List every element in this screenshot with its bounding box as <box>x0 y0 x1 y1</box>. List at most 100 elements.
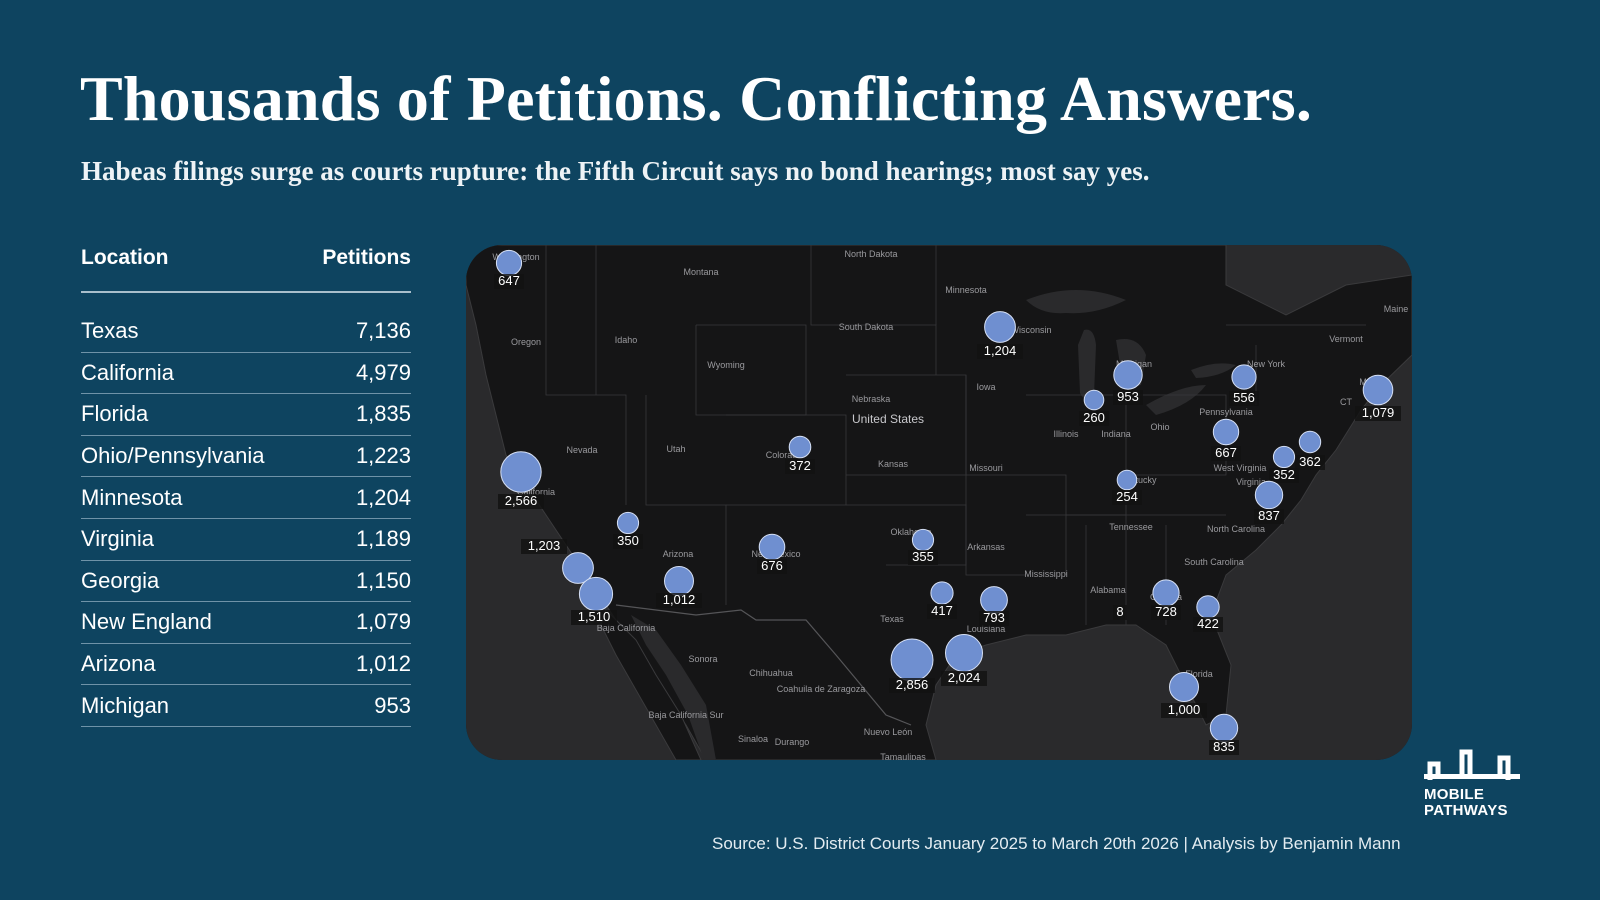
bubble-label: 254 <box>1116 489 1138 504</box>
petition-bubble[interactable] <box>788 435 812 459</box>
petition-bubble[interactable] <box>1196 595 1220 619</box>
place-label: West Virginia <box>1214 463 1267 473</box>
place-label: Maine <box>1384 304 1409 314</box>
bubble-label: 260 <box>1083 410 1105 425</box>
petition-bubble[interactable] <box>1254 480 1284 510</box>
row-petitions: 4,979 <box>355 359 411 385</box>
petition-bubble[interactable] <box>578 576 614 612</box>
lake-ontario <box>1191 363 1236 378</box>
table-row: New England 1,079 <box>81 602 411 644</box>
place-label: CT <box>1340 397 1352 407</box>
row-location: Ohio/Pennsylvania <box>81 443 265 469</box>
bubble-label: 355 <box>912 549 934 564</box>
petition-bubble[interactable] <box>616 511 640 535</box>
petition-bubble[interactable] <box>1152 579 1180 607</box>
bubble-label: 1,204 <box>984 343 1017 358</box>
bubble-label: 728 <box>1155 604 1177 619</box>
petition-bubble[interactable] <box>1116 469 1138 491</box>
petition-bubbles: 647 1,204 953 260 556 1,079 667 362 352 837 254 372… <box>494 249 1401 755</box>
place-label: Sinaloa <box>738 734 768 744</box>
place-label: Oklahoma <box>890 527 931 537</box>
bubble-label-bg <box>1112 490 1142 505</box>
bubble-label: 372 <box>789 458 811 473</box>
bubble-label: 676 <box>761 558 783 573</box>
bubble-label-bg <box>1193 617 1223 632</box>
table-row: Michigan 953 <box>81 685 411 727</box>
row-petitions: 1,150 <box>355 567 411 593</box>
row-location: Michigan <box>81 692 170 718</box>
place-label: Chihuahua <box>749 668 793 678</box>
place-label: Mississippi <box>1024 569 1068 579</box>
bubble-label-bg <box>1113 605 1127 620</box>
bubble-label-bg <box>1211 446 1241 461</box>
petition-bubble[interactable] <box>911 528 935 552</box>
bubble-label-bg <box>494 274 524 289</box>
place-label: South Dakota <box>839 322 894 332</box>
petition-bubble[interactable] <box>495 249 523 277</box>
petition-bubble[interactable] <box>1231 364 1257 390</box>
place-label: Sonora <box>688 654 717 664</box>
column-header-petitions: Petitions <box>322 246 411 269</box>
petition-bubble[interactable] <box>1169 672 1199 702</box>
place-label: Tennessee <box>1109 522 1153 532</box>
bubble-label: 422 <box>1197 616 1219 631</box>
bubble-label-bg <box>1161 703 1207 718</box>
place-label: Iowa <box>976 382 995 392</box>
petition-bubble[interactable] <box>500 451 542 493</box>
petition-bubble[interactable] <box>562 552 594 584</box>
row-location: Minnesota <box>81 484 183 510</box>
petition-bubble[interactable] <box>1083 389 1105 411</box>
place-label: California <box>517 487 555 497</box>
bubble-label-bg <box>1229 391 1259 406</box>
bubble-label-bg <box>1269 468 1299 483</box>
place-label: Pennsylvania <box>1199 407 1253 417</box>
bubble-label: 352 <box>1273 467 1295 482</box>
petition-bubble[interactable] <box>1209 713 1239 743</box>
place-label: Florida <box>1185 669 1213 679</box>
us-mexico-border <box>615 604 912 726</box>
place-label: Montana <box>683 267 718 277</box>
petition-bubble[interactable] <box>890 638 934 682</box>
bridge-icon <box>1424 749 1520 780</box>
row-petitions: 1,189 <box>355 526 411 552</box>
bubble-label: 1,000 <box>1168 702 1201 717</box>
petition-bubble[interactable] <box>758 533 786 561</box>
table-header: Location Petitions <box>81 238 411 293</box>
place-label: Texas <box>880 614 904 624</box>
petition-bubble[interactable] <box>1113 360 1143 390</box>
bubble-label: 2,566 <box>505 493 538 508</box>
petition-bubble[interactable] <box>930 581 954 605</box>
logo-line-2: PATHWAYS <box>1424 802 1508 819</box>
place-label: Minnesota <box>945 285 987 295</box>
place-label: Coahuila de Zaragoza <box>777 684 866 694</box>
petition-bubble[interactable] <box>1212 418 1240 446</box>
petition-bubble[interactable] <box>1362 374 1394 406</box>
place-label: Indiana <box>1101 429 1131 439</box>
table-row: Florida 1,835 <box>81 394 411 436</box>
bubble-label-bg <box>889 678 935 693</box>
map-canvas[interactable]: WashingtonMontanaNorth DakotaMinnesotaOr… <box>466 245 1412 760</box>
place-label: Arkansas <box>967 542 1005 552</box>
petition-bubble[interactable] <box>984 311 1016 343</box>
bubble-label: 837 <box>1258 508 1280 523</box>
petition-bubble[interactable] <box>945 634 983 672</box>
bubble-label: 647 <box>498 273 520 288</box>
bubble-label-bg <box>979 611 1009 626</box>
bubble-label: 1,510 <box>578 609 611 624</box>
petition-bubble[interactable] <box>1298 430 1322 454</box>
lake-michigan <box>1078 329 1096 400</box>
place-label: Nevada <box>566 445 597 455</box>
bubble-label-bg <box>656 593 702 608</box>
petitions-map[interactable]: WashingtonMontanaNorth DakotaMinnesotaOr… <box>466 245 1412 760</box>
place-label: North Carolina <box>1207 524 1265 534</box>
bubble-label: 2,856 <box>896 677 929 692</box>
place-label: Colorado <box>766 450 803 460</box>
bubble-label-bg <box>785 459 815 474</box>
row-location: California <box>81 359 174 385</box>
bubble-label-bg <box>1254 509 1284 524</box>
table-row: Minnesota 1,204 <box>81 477 411 519</box>
place-label: Utah <box>666 444 685 454</box>
bubble-label: 1,012 <box>663 592 696 607</box>
logo-line-1: MOBILE <box>1424 786 1485 803</box>
petition-bubble[interactable] <box>1272 445 1296 469</box>
